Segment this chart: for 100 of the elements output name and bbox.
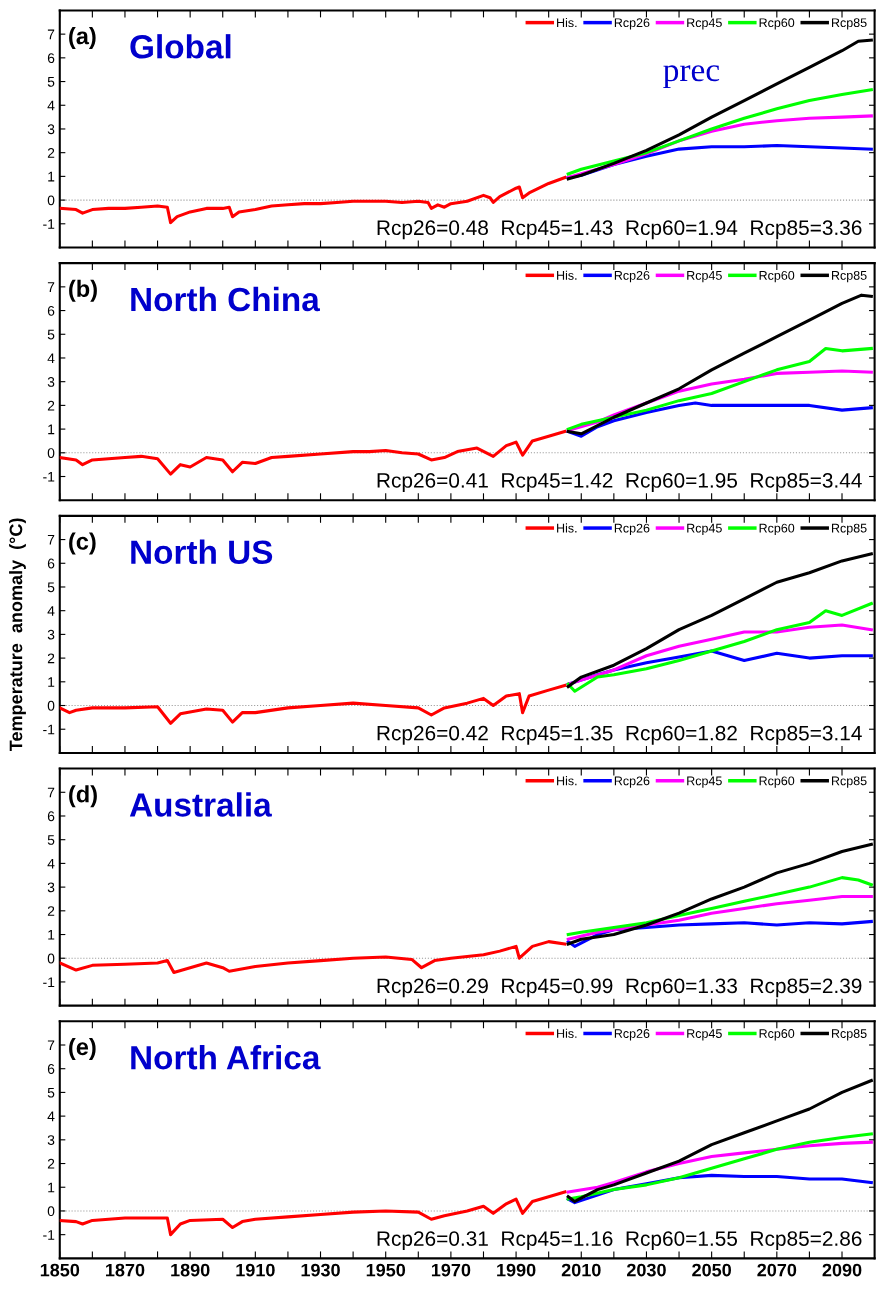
y-tick-label: 7 <box>47 29 55 40</box>
legend-label: Rcp60 <box>759 270 795 283</box>
y-tick-label: 5 <box>47 835 55 845</box>
y-tick-label: -1 <box>43 1230 55 1240</box>
y-tick-label: 4 <box>47 353 55 364</box>
x-tick-label: 1930 <box>301 1263 340 1277</box>
y-tick-label: 0 <box>47 953 55 964</box>
legend-label: Rcp60 <box>759 776 795 788</box>
y-tick-label: 0 <box>47 195 55 206</box>
y-tick-label: -1 <box>43 977 55 987</box>
legend-label: Rcp85 <box>832 776 867 788</box>
legend-label: Rcp45 <box>687 523 722 536</box>
x-tick-label: 1990 <box>497 1263 536 1277</box>
y-tick-label: 5 <box>47 77 55 87</box>
line-series <box>566 876 873 937</box>
y-tick-label: -1 <box>43 471 55 482</box>
legend-label: His. <box>557 1028 577 1038</box>
legend-label: Rcp26 <box>614 776 650 788</box>
legend-label: His. <box>557 270 577 280</box>
annotation: Rcp26=0.41 Rcp45=1.42 Rcp60=1.95 Rcp85=3.44 <box>377 473 862 492</box>
legend-label: Rcp45 <box>687 271 722 283</box>
annotation: Rcp26=0.31 Rcp45=1.16 Rcp60=1.55 Rcp85=2.86 <box>377 1231 862 1251</box>
text: North US <box>131 539 273 565</box>
legend-label: Rcp60 <box>759 523 795 536</box>
y-tick-label: -1 <box>43 219 55 229</box>
line-series <box>566 88 873 176</box>
y-tick-label: 1 <box>48 677 55 687</box>
y-tick-label: 4 <box>47 100 55 111</box>
x-tick-label: 2050 <box>692 1263 731 1277</box>
y-tick-label: 2 <box>47 400 55 411</box>
y-tick-label: 3 <box>47 882 55 893</box>
line-series <box>566 602 873 693</box>
y-tick-label: 0 <box>47 700 55 711</box>
annotation: (b) <box>69 279 97 302</box>
legend-label: Rcp85 <box>832 1029 867 1041</box>
y-tick-label: 6 <box>47 305 55 316</box>
legend-label: Rcp26 <box>614 1029 650 1041</box>
y-axis-title: Temperature anomaly (°C) <box>9 518 26 752</box>
legend-label: His. <box>557 523 577 533</box>
y-tick-label: 3 <box>47 377 55 387</box>
y-tick-label: 7 <box>47 282 55 292</box>
y-tick-label: 7 <box>47 535 55 545</box>
y-tick-label: 1 <box>48 171 55 182</box>
y-tick-label: 2 <box>47 906 55 916</box>
text: North China <box>131 286 320 312</box>
legend-label: Rcp85 <box>832 18 867 30</box>
line-series <box>566 623 873 686</box>
x-tick-label: 2090 <box>822 1263 862 1277</box>
x-tick-label: 2030 <box>627 1263 666 1277</box>
legend-label: Rcp26 <box>614 270 650 283</box>
annotation: (a) <box>69 27 96 50</box>
y-tick-label: 5 <box>47 1087 55 1098</box>
x-tick-label: 1950 <box>366 1263 406 1277</box>
annotation: Rcp26=0.42 Rcp45=1.35 Rcp60=1.82 Rcp85=3.14 <box>377 725 862 745</box>
legend-label: Rcp85 <box>832 270 867 283</box>
y-tick-label: 5 <box>47 329 55 340</box>
legend-label: His. <box>557 17 577 28</box>
y-tick-label: 1 <box>48 1182 55 1193</box>
text: Australia <box>129 792 272 817</box>
legend-label: Rcp60 <box>759 1029 795 1041</box>
y-tick-label: 6 <box>47 1064 55 1074</box>
y-tick-label: 3 <box>47 1135 55 1145</box>
x-tick-label: 1890 <box>171 1263 210 1277</box>
y-tick-label: 4 <box>47 1111 55 1122</box>
legend-label: Rcp45 <box>687 776 722 788</box>
y-tick-label: 2 <box>47 148 55 158</box>
annotation: (c) <box>69 532 96 555</box>
y-tick-label: 6 <box>47 558 55 569</box>
text: Global <box>130 34 231 59</box>
x-tick-label: 2070 <box>757 1263 797 1277</box>
legend-label: Rcp60 <box>759 18 795 30</box>
y-tick-label: 0 <box>47 1206 55 1217</box>
annotation: Rcp26=0.48 Rcp45=1.43 Rcp60=1.94 Rcp85=3.36 <box>377 220 862 240</box>
line-series <box>566 1132 873 1201</box>
x-tick-label: 2010 <box>561 1263 601 1277</box>
legend-label: Rcp26 <box>614 523 650 536</box>
legend-label: Rcp85 <box>832 523 867 536</box>
y-tick-label: 3 <box>47 124 55 135</box>
y-tick-label: 4 <box>47 858 55 869</box>
y-tick-label: 5 <box>47 582 55 593</box>
y-tick-label: 1 <box>48 424 55 435</box>
y-tick-label: 6 <box>47 53 55 64</box>
annotation: prec <box>663 65 720 89</box>
text: North Africa <box>131 1045 321 1070</box>
y-tick-label: 0 <box>47 448 55 458</box>
y-tick-label: 4 <box>47 606 55 616</box>
legend-label: Rcp45 <box>687 18 722 30</box>
x-tick-label: 1870 <box>106 1263 145 1277</box>
annotation: (e) <box>69 1037 96 1060</box>
y-tick-label: 6 <box>47 811 55 822</box>
y-tick-label: 7 <box>47 1040 55 1051</box>
annotation: Rcp26=0.29 Rcp45=0.99 Rcp60=1.33 Rcp85=2.39 <box>377 978 862 998</box>
y-tick-label: 7 <box>47 787 55 798</box>
legend-label: His. <box>557 776 577 786</box>
line-series <box>59 683 567 725</box>
x-tick-label: 1850 <box>40 1263 80 1277</box>
y-tick-label: 1 <box>48 930 55 940</box>
x-tick-label: 1970 <box>431 1263 471 1277</box>
legend-label: Rcp45 <box>687 1029 722 1041</box>
y-tick-label: 2 <box>47 1158 55 1169</box>
